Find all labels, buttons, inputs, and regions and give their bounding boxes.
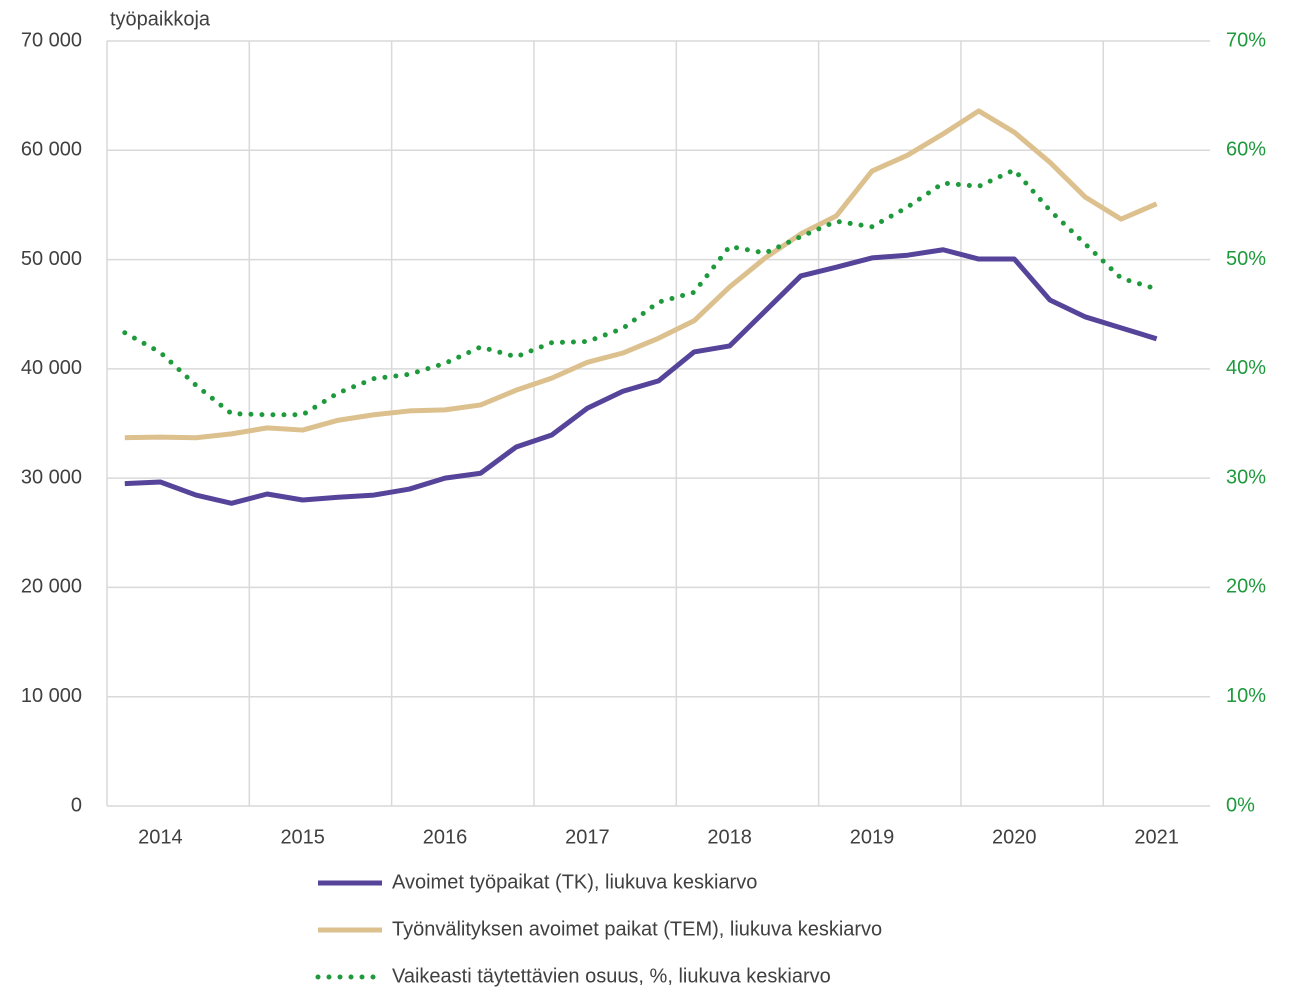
x-tick-label: 2017 — [565, 826, 610, 848]
y2-tick-label: 30% — [1226, 466, 1266, 488]
y-tick-label: 0 — [71, 794, 82, 816]
x-tick-label: 2020 — [992, 826, 1037, 848]
y-tick-label: 70 000 — [21, 29, 82, 51]
y2-tick-label: 0% — [1226, 794, 1255, 816]
x-tick-label: 2021 — [1134, 826, 1179, 848]
y2-tick-label: 70% — [1226, 29, 1266, 51]
x-tick-label: 2015 — [280, 826, 325, 848]
y2-tick-label: 10% — [1226, 685, 1266, 707]
x-tick-label: 2016 — [423, 826, 468, 848]
y2-tick-label: 60% — [1226, 139, 1266, 161]
legend-label: Avoimet työpaikat (TK), liukuva keskiarv… — [392, 871, 757, 893]
x-tick-label: 2019 — [850, 826, 895, 848]
y-tick-label: 10 000 — [21, 685, 82, 707]
y-axis-label: työpaikkoja — [110, 8, 211, 30]
y-tick-label: 40 000 — [21, 357, 82, 379]
y2-tick-label: 50% — [1226, 248, 1266, 270]
y-tick-label: 30 000 — [21, 466, 82, 488]
x-tick-label: 2014 — [138, 826, 183, 848]
y2-tick-label: 40% — [1226, 357, 1266, 379]
y-tick-label: 50 000 — [21, 248, 82, 270]
series-line — [124, 247, 1158, 506]
legend-label: Vaikeasti täytettävien osuus, %, liukuva… — [392, 965, 831, 987]
y-tick-label: 60 000 — [21, 139, 82, 161]
legend-label: Työnvälityksen avoimet paikat (TEM), liu… — [392, 918, 882, 940]
x-tick-label: 2018 — [707, 826, 752, 848]
series-line — [124, 108, 1158, 441]
y-tick-label: 20 000 — [21, 576, 82, 598]
y2-tick-label: 20% — [1226, 576, 1266, 598]
series-line — [122, 167, 1160, 418]
